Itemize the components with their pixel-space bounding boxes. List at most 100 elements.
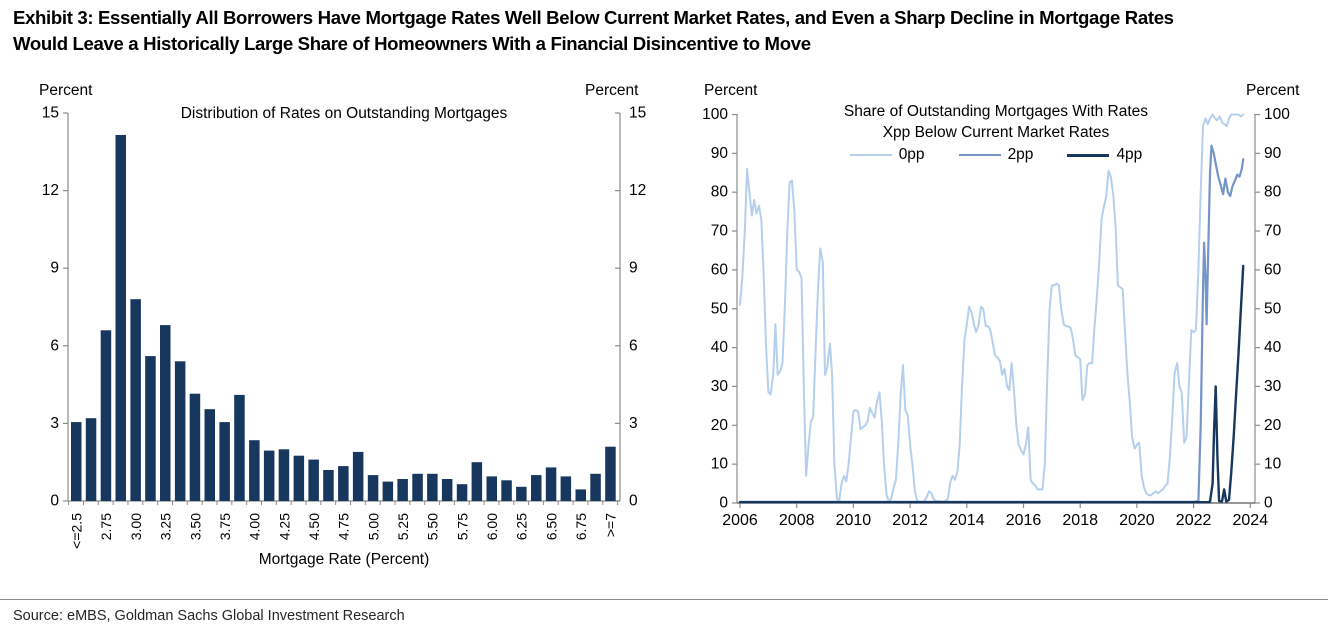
svg-text:10: 10 — [711, 456, 729, 473]
left-chart-xaxis-title: Mortgage Rate (Percent) — [258, 551, 430, 568]
left-chart-title: Distribution of Rates on Outstanding Mor… — [180, 105, 508, 122]
bar — [308, 459, 319, 501]
series-line-4pp — [738, 264, 1245, 504]
svg-text:20: 20 — [1264, 417, 1282, 434]
bar — [486, 476, 497, 501]
svg-text:2022: 2022 — [1176, 512, 1212, 529]
svg-text:6: 6 — [629, 337, 638, 354]
svg-text:100: 100 — [1264, 106, 1290, 123]
bar — [605, 446, 616, 501]
bar — [590, 473, 601, 501]
svg-text:50: 50 — [711, 300, 729, 317]
svg-text:2018: 2018 — [1062, 512, 1098, 529]
svg-text:80: 80 — [1264, 184, 1282, 201]
left-chart-plot: 0 0 3 3 6 6 9 9 12 12 15 15 <=2.5 2.75 3.00 3.25 3.50 3.7… — [42, 105, 647, 549]
svg-text:12: 12 — [629, 182, 646, 199]
svg-text:15: 15 — [42, 105, 59, 122]
svg-text:3.00: 3.00 — [128, 513, 144, 540]
legend-line-swatch-4pp — [1067, 153, 1110, 157]
svg-text:3: 3 — [50, 415, 59, 432]
bar — [367, 475, 379, 501]
bar — [382, 481, 394, 501]
bar — [352, 451, 364, 501]
svg-text:4.50: 4.50 — [306, 513, 322, 540]
svg-text:2.75: 2.75 — [98, 513, 114, 540]
bar — [545, 467, 557, 501]
bar — [456, 484, 468, 501]
legend-item-4pp: 4pp — [1067, 146, 1142, 164]
bar — [516, 486, 527, 501]
exhibit-title: Exhibit 3: Essentially All Borrowers Hav… — [13, 5, 1317, 57]
bar — [189, 393, 201, 501]
right-chart-title-line2: Xpp Below Current Market Rates — [882, 124, 1110, 141]
bar — [249, 440, 260, 501]
bar — [323, 470, 334, 501]
svg-text:60: 60 — [711, 261, 729, 278]
left-chart-xtick-labels: <=2.5 2.75 3.00 3.25 3.50 3.75 4.00 4.25 4.50 4.7… — [69, 513, 619, 549]
svg-text:90: 90 — [1264, 145, 1282, 162]
left-chart-yaxis-unit-left: Percent — [39, 82, 93, 99]
footer-divider — [0, 599, 1328, 600]
bar — [145, 356, 156, 501]
svg-text:60: 60 — [1264, 261, 1282, 278]
svg-text:30: 30 — [1264, 378, 1282, 395]
svg-text:2012: 2012 — [892, 512, 928, 529]
svg-text:70: 70 — [711, 223, 729, 240]
svg-text:6.75: 6.75 — [573, 513, 589, 540]
left-chart-yaxis-unit-right: Percent — [585, 82, 639, 99]
svg-text:4.00: 4.00 — [247, 513, 263, 540]
left-chart-bars — [71, 135, 616, 501]
svg-text:90: 90 — [711, 145, 729, 162]
exhibit-title-line1: Exhibit 3: Essentially All Borrowers Hav… — [13, 7, 1174, 28]
source-note: Source: eMBS, Goldman Sachs Global Inves… — [13, 608, 405, 624]
legend-label-2pp: 2pp — [1007, 146, 1034, 163]
bar — [263, 450, 275, 501]
bar — [501, 480, 512, 501]
svg-text:0: 0 — [50, 493, 59, 510]
svg-text:>=7: >=7 — [603, 513, 619, 537]
svg-text:40: 40 — [1264, 339, 1282, 356]
svg-text:2014: 2014 — [949, 512, 985, 529]
right-chart-legend: 0pp 2pp 4pp — [737, 146, 1255, 164]
bar — [531, 475, 542, 501]
svg-text:10: 10 — [1264, 456, 1282, 473]
series-line-2pp — [738, 144, 1245, 503]
bar — [412, 473, 423, 501]
svg-text:2020: 2020 — [1119, 512, 1155, 529]
bar — [160, 325, 171, 501]
series-line-0pp — [739, 113, 1245, 503]
bar — [219, 422, 230, 501]
svg-text:20: 20 — [711, 417, 729, 434]
svg-text:2006: 2006 — [722, 512, 758, 529]
bar — [100, 330, 112, 501]
svg-text:100: 100 — [702, 106, 728, 123]
svg-text:3.75: 3.75 — [217, 513, 233, 540]
bar — [575, 489, 586, 501]
svg-text:40: 40 — [711, 339, 729, 356]
legend-line-swatch-2pp — [958, 154, 1001, 156]
svg-text:3.25: 3.25 — [158, 513, 174, 540]
svg-text:3.50: 3.50 — [187, 513, 203, 540]
legend-label-4pp: 4pp — [1116, 146, 1143, 163]
svg-text:2024: 2024 — [1233, 512, 1269, 529]
bar — [174, 361, 186, 501]
bar — [471, 462, 483, 501]
svg-text:5.50: 5.50 — [425, 513, 441, 540]
svg-text:3: 3 — [629, 415, 638, 432]
svg-text:12: 12 — [42, 182, 59, 199]
right-chart-title-line1: Share of Outstanding Mortgages With Rate… — [843, 103, 1149, 120]
legend-label-0pp: 0pp — [898, 146, 925, 163]
svg-text:50: 50 — [1264, 300, 1282, 317]
svg-text:6.50: 6.50 — [543, 513, 559, 540]
svg-text:0: 0 — [1264, 495, 1273, 512]
svg-text:6.00: 6.00 — [484, 513, 500, 540]
svg-text:2010: 2010 — [836, 512, 872, 529]
svg-text:6.25: 6.25 — [514, 513, 530, 540]
svg-text:80: 80 — [711, 184, 729, 201]
bar — [85, 418, 97, 501]
svg-text:15: 15 — [629, 105, 646, 122]
svg-text:0: 0 — [719, 495, 728, 512]
right-chart-yaxis-unit-right: Percent — [1246, 82, 1300, 99]
bar — [71, 422, 82, 501]
